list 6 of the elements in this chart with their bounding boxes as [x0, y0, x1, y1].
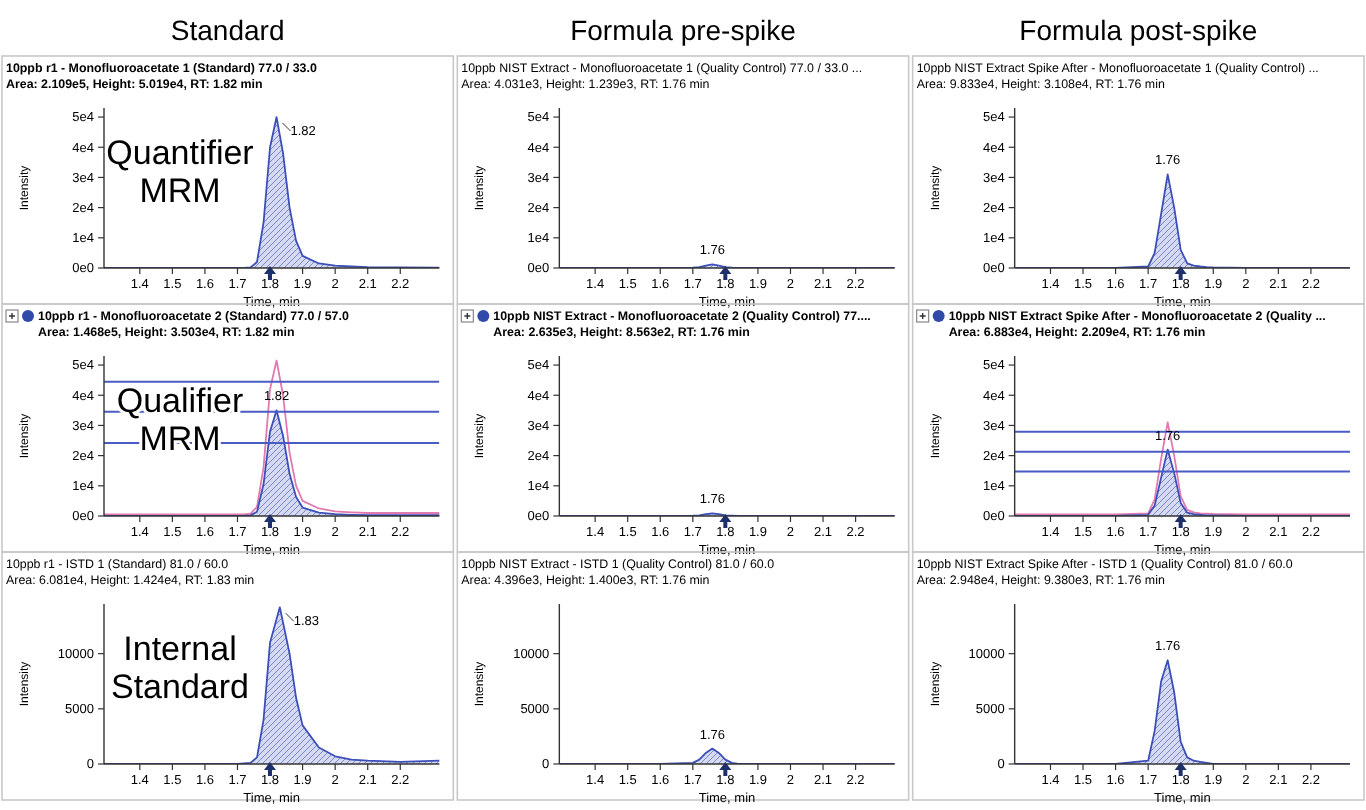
- text: Standard: [170, 14, 285, 46]
- annotation: Quantifier MRM: [106, 134, 255, 210]
- annotation: Internal Standard: [111, 630, 249, 706]
- line-series: [104, 359, 440, 516]
- text: Formula post-spike: [1019, 14, 1258, 46]
- text: Formula pre-spike: [570, 14, 797, 46]
